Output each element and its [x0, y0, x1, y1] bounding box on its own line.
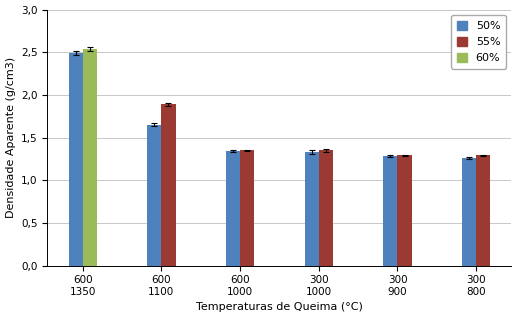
Bar: [147, 125, 161, 266]
Bar: [161, 104, 176, 266]
Bar: [226, 151, 240, 266]
Bar: [462, 158, 476, 266]
Bar: [83, 49, 97, 266]
Bar: [383, 156, 398, 266]
Bar: [305, 152, 319, 266]
X-axis label: Temperaturas de Queima (°C): Temperaturas de Queima (°C): [196, 302, 363, 313]
Bar: [240, 150, 254, 266]
Bar: [319, 150, 333, 266]
Bar: [476, 156, 490, 266]
Legend: 50%, 55%, 60%: 50%, 55%, 60%: [451, 15, 506, 69]
Bar: [398, 156, 412, 266]
Bar: [69, 53, 83, 266]
Y-axis label: Densidade Aparente (g/cm3): Densidade Aparente (g/cm3): [6, 57, 16, 218]
